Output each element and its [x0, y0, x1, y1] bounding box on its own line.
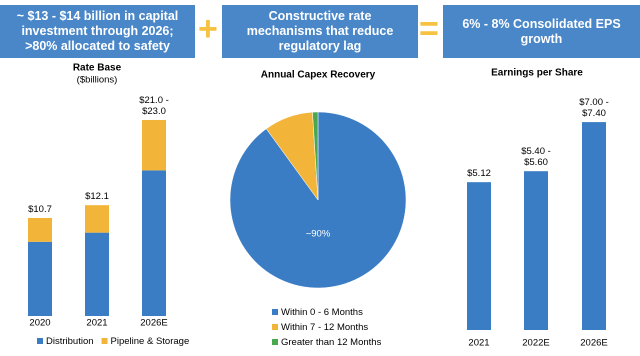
header-text: ~ $13 - $14 billion in capital investmen… — [16, 9, 179, 53]
legend-label: Pipeline & Storage — [111, 336, 190, 347]
x-tick-label: 2022E — [522, 338, 549, 349]
legend-swatch — [272, 309, 278, 315]
bar — [524, 171, 548, 330]
bar — [467, 182, 491, 330]
chart-title: Earnings per Share — [491, 68, 583, 79]
x-tick-label: 2021 — [468, 338, 489, 349]
chart-title: Rate Base — [73, 63, 122, 74]
bar — [582, 122, 606, 330]
legend-swatch — [101, 338, 108, 344]
legend-label: Greater than 12 Months — [281, 337, 382, 348]
chart-title: Annual Capex Recovery — [261, 70, 376, 81]
legend-label: Distribution — [46, 336, 94, 347]
x-tick-label: 2026E — [140, 318, 167, 329]
header-text: 6% - 8% Consolidated EPS growth — [462, 16, 621, 46]
bar-segment — [28, 241, 52, 316]
header-box: ~ $13 - $14 billion in capital investmen… — [0, 5, 195, 58]
data-label: ~90% — [306, 229, 331, 240]
header-text: Constructive rate mechanisms that reduce… — [246, 9, 394, 53]
bar-segment — [142, 119, 166, 171]
operator: = — [419, 10, 439, 48]
header-box: Constructive rate mechanisms that reduce… — [222, 5, 418, 58]
bar-segment — [28, 217, 52, 242]
bar-segment — [142, 170, 166, 316]
legend-swatch — [37, 338, 43, 344]
data-label: $7.00 - $7.40 — [579, 97, 609, 120]
legend-swatch — [272, 324, 278, 330]
total-label: $12.1 — [85, 191, 109, 203]
x-tick-label: 2020 — [29, 318, 50, 329]
pie-slice — [312, 111, 319, 201]
total-label: $21.0 - $23.0 — [139, 94, 169, 117]
legend-label: Within 7 - 12 Months — [281, 322, 368, 333]
legend-label: Within 0 - 6 Months — [281, 307, 363, 318]
bar-segment — [85, 232, 109, 316]
x-tick-label: 2021 — [86, 318, 107, 329]
data-label: $5.12 — [467, 168, 491, 180]
data-label: $5.40 - $5.60 — [521, 146, 551, 169]
legend-swatch — [272, 339, 278, 345]
x-tick-label: 2026E — [580, 338, 607, 349]
bar-segment — [85, 205, 109, 233]
operator: + — [198, 10, 218, 48]
header-box: 6% - 8% Consolidated EPS growth — [443, 5, 640, 58]
chart-subtitle: ($billions) — [77, 75, 118, 86]
total-label: $10.7 — [28, 204, 52, 215]
